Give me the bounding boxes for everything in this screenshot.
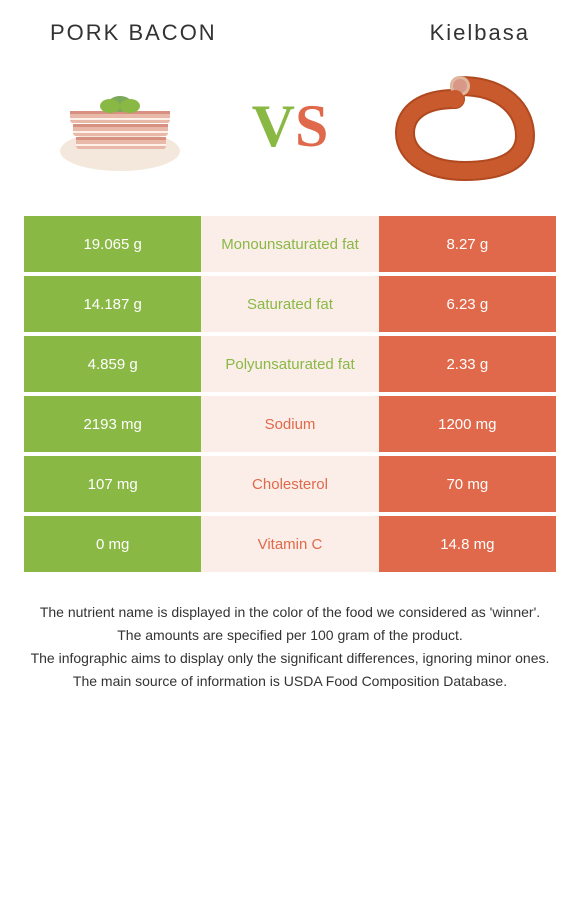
- vs-s-letter: S: [295, 93, 328, 159]
- left-value: 14.187 g: [24, 276, 201, 332]
- right-value: 1200 mg: [379, 396, 556, 452]
- vs-label: VS: [252, 92, 329, 161]
- right-value: 70 mg: [379, 456, 556, 512]
- footer-notes: The nutrient name is displayed in the co…: [20, 602, 560, 692]
- right-value: 6.23 g: [379, 276, 556, 332]
- table-row: 14.187 g Saturated fat 6.23 g: [24, 276, 556, 332]
- left-value: 19.065 g: [24, 216, 201, 272]
- nutrient-name: Monounsaturated fat: [201, 216, 378, 272]
- left-value: 0 mg: [24, 516, 201, 572]
- header: PORK BACON Kielbasa: [20, 20, 560, 46]
- table-row: 0 mg Vitamin C 14.8 mg: [24, 516, 556, 572]
- nutrient-name: Cholesterol: [201, 456, 378, 512]
- vs-v-letter: V: [252, 93, 295, 159]
- note-line: The main source of information is USDA F…: [30, 671, 550, 692]
- table-row: 19.065 g Monounsaturated fat 8.27 g: [24, 216, 556, 272]
- right-value: 14.8 mg: [379, 516, 556, 572]
- kielbasa-image: [380, 66, 540, 186]
- note-line: The amounts are specified per 100 gram o…: [30, 625, 550, 646]
- table-row: 4.859 g Polyunsaturated fat 2.33 g: [24, 336, 556, 392]
- nutrient-name: Saturated fat: [201, 276, 378, 332]
- bacon-icon: [45, 76, 195, 176]
- table-row: 2193 mg Sodium 1200 mg: [24, 396, 556, 452]
- kielbasa-icon: [385, 71, 535, 181]
- left-value: 2193 mg: [24, 396, 201, 452]
- nutrient-name: Sodium: [201, 396, 378, 452]
- note-line: The infographic aims to display only the…: [30, 648, 550, 669]
- comparison-table: 19.065 g Monounsaturated fat 8.27 g 14.1…: [24, 216, 556, 572]
- left-value: 4.859 g: [24, 336, 201, 392]
- right-value: 2.33 g: [379, 336, 556, 392]
- bacon-image: [40, 66, 200, 186]
- left-food-title: PORK BACON: [50, 20, 217, 46]
- table-row: 107 mg Cholesterol 70 mg: [24, 456, 556, 512]
- left-value: 107 mg: [24, 456, 201, 512]
- right-value: 8.27 g: [379, 216, 556, 272]
- images-row: VS: [20, 66, 560, 186]
- right-food-title: Kielbasa: [430, 20, 530, 46]
- nutrient-name: Vitamin C: [201, 516, 378, 572]
- note-line: The nutrient name is displayed in the co…: [30, 602, 550, 623]
- nutrient-name: Polyunsaturated fat: [201, 336, 378, 392]
